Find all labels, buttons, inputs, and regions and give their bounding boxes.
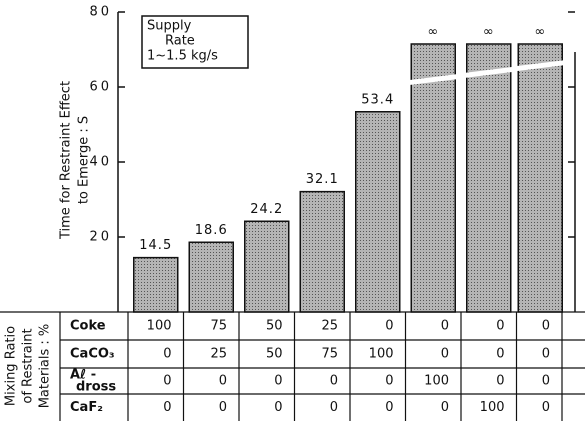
data-label: 32.1: [306, 172, 339, 187]
y-axis-label: Time for Restraint Effect: [59, 81, 74, 240]
bar: [466, 43, 512, 313]
table-cell: 0: [542, 374, 550, 389]
annotation-box: [141, 15, 249, 69]
table-cell: 0: [219, 374, 227, 389]
table-cell: 0: [496, 374, 504, 389]
break-line: [409, 74, 457, 85]
table-cell: 0: [274, 374, 282, 389]
row-label: CaF₂: [70, 400, 103, 415]
table-cell: 75: [210, 319, 227, 334]
data-label: ∞: [427, 25, 439, 40]
table-cell: 0: [542, 400, 550, 415]
bar: [410, 43, 456, 313]
bar: [244, 220, 290, 313]
row-label: Aℓ -: [70, 368, 96, 383]
bar: [133, 256, 179, 313]
table-cell: 0: [542, 347, 550, 362]
y-axis-label: to Emerge : S: [77, 116, 92, 204]
y-tick-label: 40: [89, 155, 112, 170]
table-cell: 0: [330, 400, 338, 415]
table-cell: 100: [147, 319, 172, 334]
data-label: 53.4: [361, 92, 394, 107]
break-line: [516, 60, 564, 72]
table-cell: 0: [163, 347, 171, 362]
annotation: Rate: [165, 34, 195, 49]
table-cell: 25: [321, 319, 338, 334]
bar: [355, 111, 401, 313]
y-tick-label: 60: [89, 80, 112, 95]
table-cell: 100: [369, 347, 394, 362]
y-tick-label: 20: [89, 230, 112, 245]
table-cell: 100: [424, 374, 449, 389]
table-title: Mixing Ratio: [4, 326, 19, 406]
table-cell: 0: [496, 319, 504, 334]
annotation: Supply: [147, 19, 192, 34]
bar: [299, 190, 345, 313]
data-label: 24.2: [250, 202, 283, 217]
table-cell: 0: [163, 400, 171, 415]
data-label: 18.6: [195, 223, 228, 238]
table-cell: 0: [385, 400, 393, 415]
y-tick-label: 80: [89, 5, 112, 20]
table-cell: 0: [385, 319, 393, 334]
break-line: [465, 67, 513, 78]
table-title: Materials : %: [38, 324, 53, 409]
row-label: CaCO₃: [70, 347, 115, 362]
table-cell: 0: [163, 374, 171, 389]
table-cell: 0: [496, 347, 504, 362]
table-cell: 0: [441, 347, 449, 362]
table-cell: 50: [266, 347, 283, 362]
table-cell: 75: [321, 347, 338, 362]
data-label: ∞: [534, 25, 546, 40]
table-cell: 0: [441, 319, 449, 334]
data-label: 14.5: [139, 238, 172, 253]
bar: [188, 241, 234, 313]
annotation: 1~1.5 kg/s: [147, 49, 218, 64]
row-label: dross: [76, 380, 116, 395]
table-cell: 0: [542, 319, 550, 334]
table-cell: 0: [274, 400, 282, 415]
table-cell: 100: [480, 400, 505, 415]
table-cell: 0: [330, 374, 338, 389]
data-label: ∞: [483, 25, 495, 40]
table-cell: 50: [266, 319, 283, 334]
bar: [517, 43, 563, 313]
table-cell: 0: [441, 400, 449, 415]
table-cell: 0: [219, 400, 227, 415]
row-label: Coke: [70, 319, 106, 334]
table-cell: 0: [385, 374, 393, 389]
table-cell: 25: [210, 347, 227, 362]
table-title: of Restraint: [21, 328, 36, 403]
